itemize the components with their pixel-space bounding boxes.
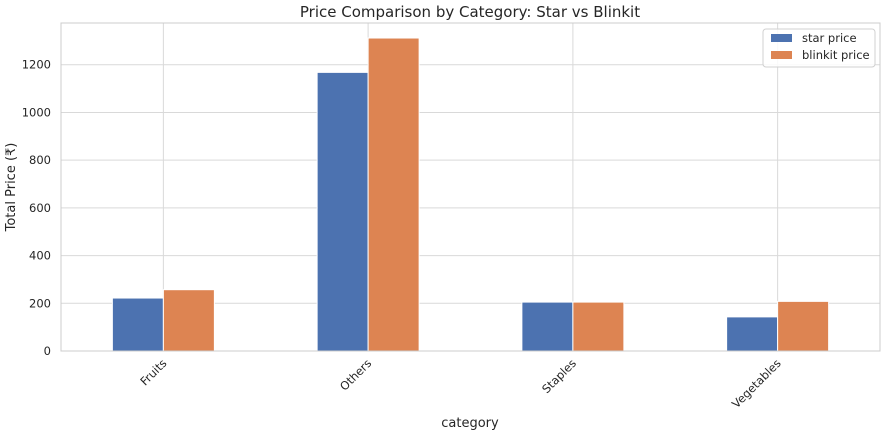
bar-blinkit-price-others [367, 37, 420, 352]
x-tick-label-staples: Staples [539, 356, 579, 396]
y-tick-label: 1200 [22, 58, 51, 72]
x-tick-label-others: Others [337, 356, 374, 393]
bar-star-price-staples [521, 301, 574, 352]
chart-title: Price Comparison by Category: Star vs Bl… [300, 3, 640, 21]
y-ticks: 0 200 400 600 800 1000 1200 [22, 58, 51, 358]
plot-frame [60, 22, 881, 352]
legend-swatch-blinkit-price [771, 51, 792, 59]
x-tick-label-vegetables: Vegetables [729, 356, 784, 411]
y-tick-label: 200 [29, 296, 51, 310]
y-tick-label: 0 [44, 344, 51, 358]
x-axis-label: category [441, 416, 499, 431]
y-tick-label: 800 [29, 153, 51, 167]
bars-layer [111, 37, 830, 352]
y-axis-label: Total Price (₹) [4, 143, 19, 233]
legend-label-star-price: star price [802, 31, 857, 45]
legend-label-blinkit-price: blinkit price [802, 48, 870, 62]
legend: star price blinkit price [762, 28, 876, 68]
bar-star-price-fruits [111, 297, 164, 352]
bar-star-price-others [316, 71, 369, 352]
y-tick-label: 1000 [22, 105, 51, 119]
legend-swatch-star-price [771, 34, 792, 42]
bar-blinkit-price-fruits [162, 289, 215, 352]
x-tick-label-fruits: Fruits [137, 356, 169, 388]
bar-blinkit-price-vegetables [777, 300, 830, 352]
y-tick-label: 400 [29, 249, 51, 263]
y-tick-label: 600 [29, 201, 51, 215]
bar-star-price-vegetables [726, 316, 779, 352]
x-ticks: Fruits Others Staples Vegetables [137, 356, 783, 411]
bar-blinkit-price-staples [572, 301, 625, 352]
